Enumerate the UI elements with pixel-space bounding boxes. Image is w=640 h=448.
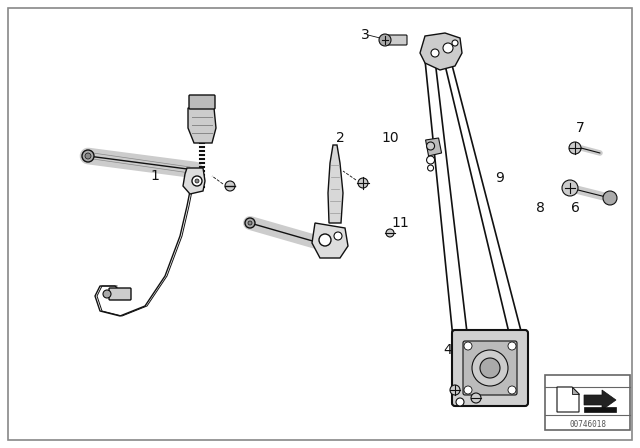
Circle shape [431,49,439,57]
FancyBboxPatch shape [387,35,407,45]
Text: 8: 8 [536,201,545,215]
Circle shape [472,350,508,386]
Polygon shape [183,168,205,194]
Polygon shape [312,223,348,258]
FancyBboxPatch shape [463,341,517,395]
Circle shape [427,156,435,164]
Circle shape [471,393,481,403]
Text: 4: 4 [444,343,452,357]
Text: 5: 5 [470,343,479,357]
Bar [545,375,630,430]
Text: 00746018: 00746018 [569,419,606,428]
Text: 6: 6 [571,201,579,215]
Circle shape [443,43,453,53]
Circle shape [480,358,500,378]
Circle shape [603,191,617,205]
Circle shape [358,178,368,188]
Circle shape [428,165,433,171]
Text: 1: 1 [150,169,159,183]
Circle shape [245,218,255,228]
Text: 10: 10 [381,131,399,145]
Circle shape [85,153,91,159]
FancyBboxPatch shape [109,288,131,300]
Circle shape [427,142,435,150]
Circle shape [562,180,578,196]
Circle shape [508,386,516,394]
Circle shape [192,176,202,186]
Polygon shape [584,390,616,410]
Bar [584,407,616,412]
Polygon shape [420,33,462,70]
Circle shape [379,34,391,46]
Text: 9: 9 [495,171,504,185]
Polygon shape [426,138,442,156]
Circle shape [225,181,235,191]
Circle shape [464,342,472,350]
Circle shape [456,398,464,406]
Text: 2: 2 [335,131,344,145]
Circle shape [319,234,331,246]
Circle shape [103,290,111,298]
Circle shape [450,385,460,395]
Polygon shape [557,387,579,412]
Circle shape [452,40,458,46]
Circle shape [569,142,581,154]
Circle shape [386,229,394,237]
Circle shape [195,179,199,183]
Circle shape [82,150,94,162]
Text: 11: 11 [391,216,409,230]
FancyBboxPatch shape [189,95,215,109]
Circle shape [508,342,516,350]
Polygon shape [328,145,343,223]
Polygon shape [188,108,216,143]
Circle shape [464,386,472,394]
FancyBboxPatch shape [452,330,528,406]
Circle shape [248,221,252,225]
Text: 3: 3 [360,28,369,42]
Circle shape [334,232,342,240]
Polygon shape [572,387,579,394]
Text: 7: 7 [575,121,584,135]
